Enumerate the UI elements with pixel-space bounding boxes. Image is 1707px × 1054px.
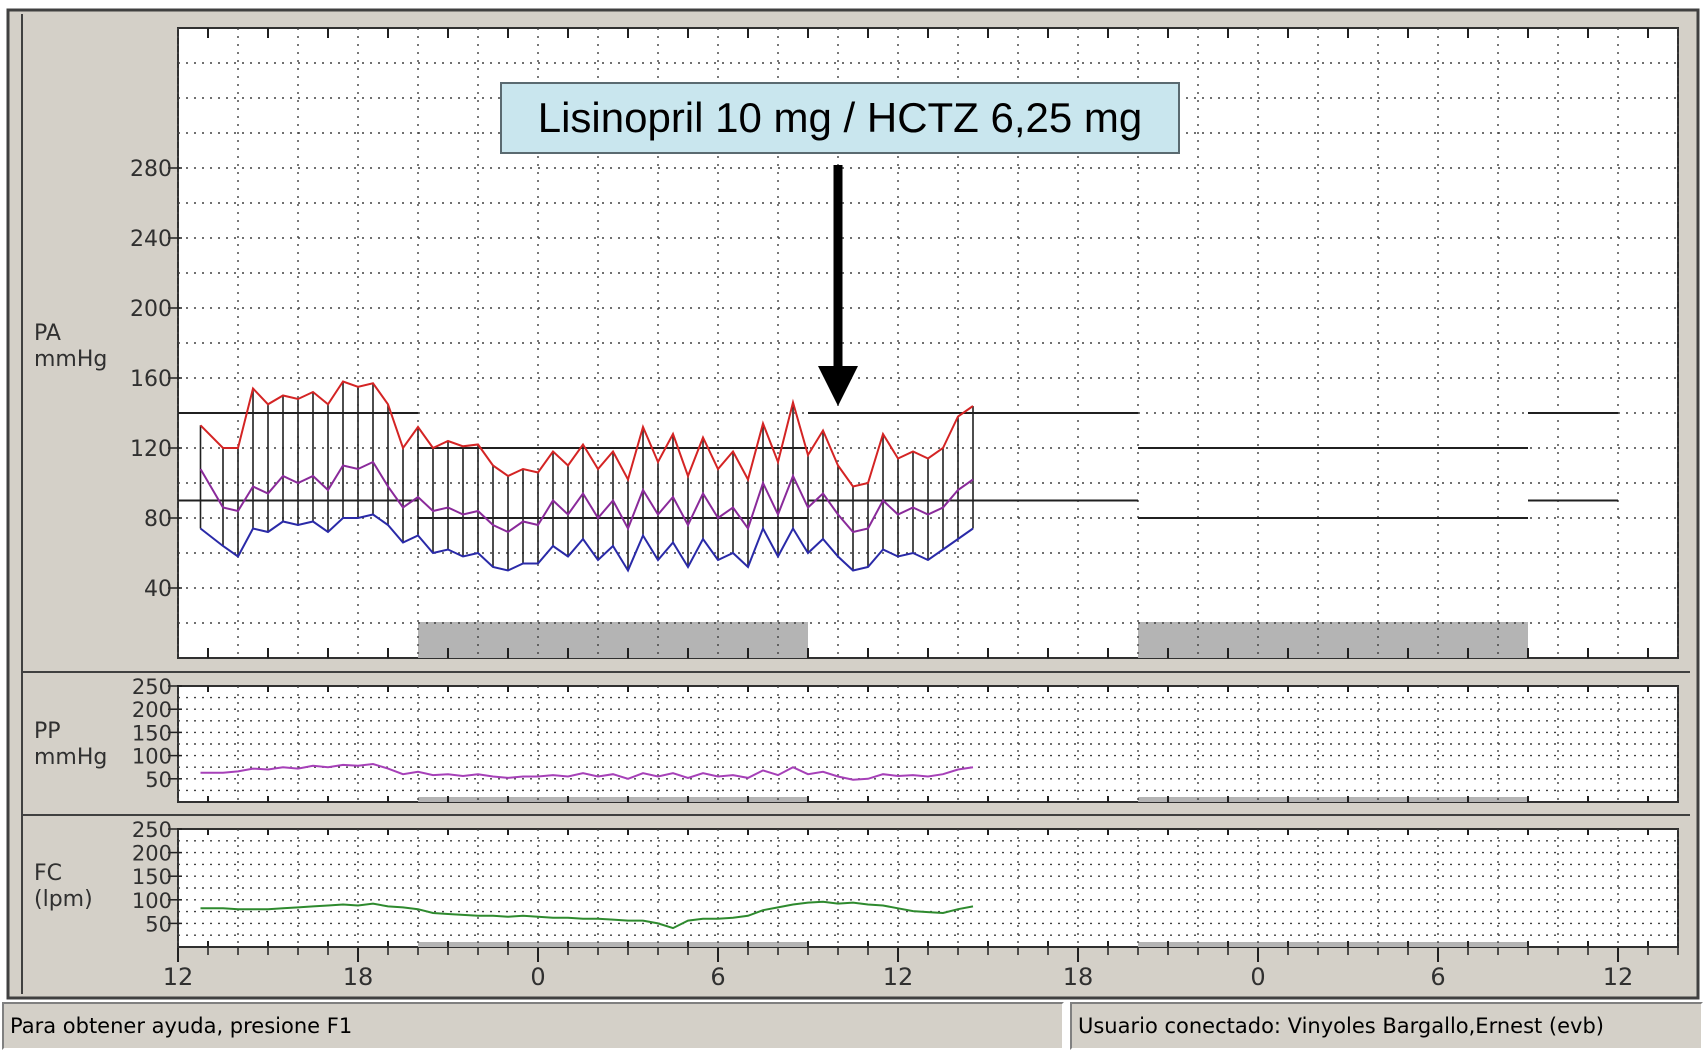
y-tick-label: 120 [130,437,172,462]
night-band [418,942,808,947]
series-line-systolic [199,380,974,488]
x-tick-label: 0 [1250,963,1265,991]
status-help-text: Para obtener ayuda, presione F1 [2,1002,1064,1050]
status-user-text: Usuario conectado: Vinyoles Bargallo,Ern… [1070,1002,1703,1050]
y-tick-label: 250 [132,818,172,842]
x-tick-label: 6 [710,963,725,991]
y-axis-label: PP [34,719,61,744]
x-tick-label: 6 [1430,963,1445,991]
y-tick-label: 50 [145,912,172,936]
medication-annotation: Lisinopril 10 mg / HCTZ 6,25 mg [500,82,1180,154]
series-line-heart_rate [200,900,974,930]
series-line-diastolic [199,513,974,573]
series-line-mean [199,460,974,534]
y-tick-label: 160 [130,367,172,392]
series-line-pulse_pressure [200,762,974,781]
night-band [418,622,808,658]
y-tick-label: 200 [130,297,172,322]
x-tick-label: 12 [163,963,194,991]
y-tick-label: 40 [144,577,172,602]
x-tick-label: 12 [1603,963,1634,991]
night-band [1138,622,1528,658]
y-axis-label: (lpm) [34,887,93,912]
y-tick-label: 150 [132,865,172,889]
y-tick-label: 80 [144,507,172,532]
x-tick-label: 0 [530,963,545,991]
y-axis-label: mmHg [34,745,107,770]
y-axis-label: mmHg [34,347,107,372]
night-band [1138,942,1528,947]
y-tick-label: 240 [130,227,172,252]
y-tick-label: 100 [132,745,172,769]
x-tick-label: 18 [343,963,374,991]
y-tick-label: 280 [130,157,172,182]
y-tick-label: 150 [132,721,172,745]
x-tick-label: 18 [1063,963,1094,991]
y-tick-label: 50 [145,768,172,792]
y-axis-label: PA [34,321,61,346]
y-axis-label: FC [34,861,62,886]
night-band [418,797,808,802]
annotation-arrow-head [818,366,858,406]
y-tick-label: 100 [132,889,172,913]
y-tick-label: 200 [132,842,172,866]
y-tick-label: 250 [132,675,172,699]
y-tick-label: 200 [132,698,172,722]
night-band [1138,797,1528,802]
x-tick-label: 12 [883,963,914,991]
